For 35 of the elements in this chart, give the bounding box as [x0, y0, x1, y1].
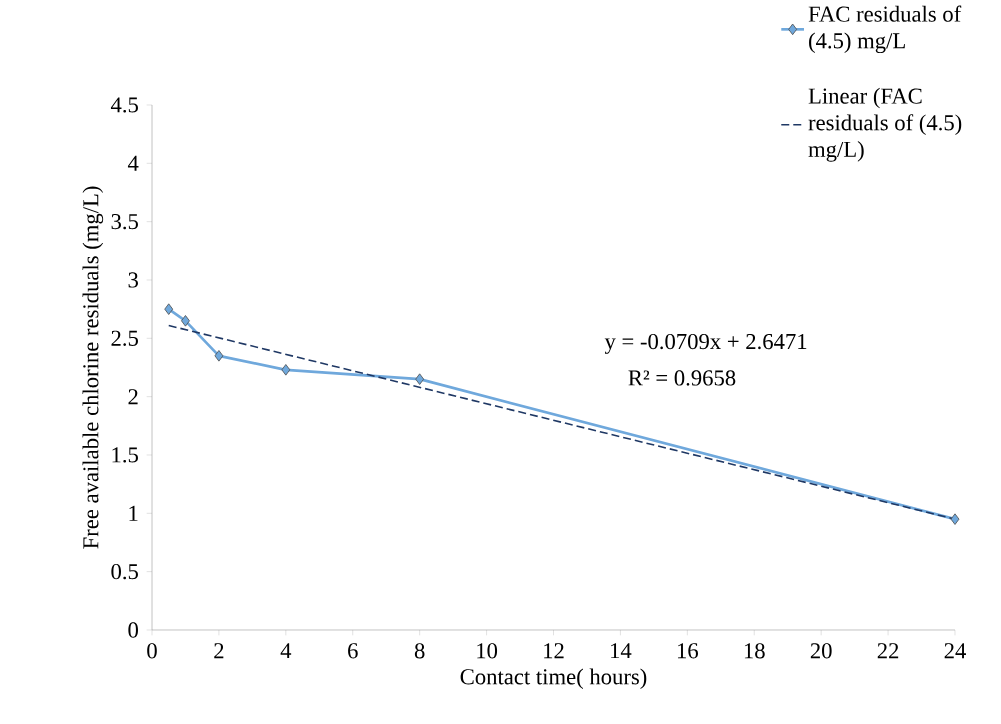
point — [415, 373, 425, 385]
y-tick-label: 4 — [127, 155, 139, 171]
x-axis-title: Contact time( hours) — [460, 668, 647, 690]
y-tick-label: 4.5 — [110, 97, 138, 113]
y-tick-label: 3.5 — [111, 213, 138, 230]
x-tick-label: 18 — [744, 643, 765, 659]
x-tick-label: 14 — [611, 643, 632, 659]
x-tick-label: 16 — [677, 643, 698, 659]
point — [164, 303, 174, 315]
point — [181, 315, 190, 327]
y-tick-label: 2 — [128, 389, 138, 405]
legend-label: Linear (FAC residuals of (4.5) mg/L) — [808, 87, 962, 162]
annotation: R² = 0.9658 — [628, 370, 736, 386]
x-tick-label: 6 — [348, 643, 358, 659]
x-tick-label: 20 — [810, 643, 832, 659]
point — [281, 364, 291, 376]
y-tick-label: 2.5 — [111, 330, 138, 346]
y-axis-title: Free available chlorine residuals (mg/L) — [82, 186, 104, 549]
y-tick-label: 1.5 — [112, 447, 138, 463]
point — [950, 513, 960, 525]
x-tick-label: 0 — [147, 643, 157, 659]
annotation: y = -0.0709x + 2.6471 — [604, 333, 807, 354]
y-tick-label: 0 — [128, 622, 138, 638]
x-tick-label: 24 — [944, 643, 966, 659]
y-tick-label: 3 — [128, 272, 138, 288]
y-tick-label: 1 — [129, 505, 138, 521]
legend-label: FAC residuals of (4.5) mg/L — [808, 5, 962, 54]
x-tick-label: 10 — [477, 643, 498, 659]
x-tick-label: 12 — [544, 643, 564, 659]
x-tick-label: 8 — [414, 643, 425, 659]
x-tick-label: 2 — [214, 643, 224, 659]
x-tick-label: 22 — [877, 643, 899, 659]
x-tick-label: 4 — [280, 643, 292, 659]
y-tick-label: 0.5 — [111, 563, 138, 580]
point — [214, 350, 224, 362]
